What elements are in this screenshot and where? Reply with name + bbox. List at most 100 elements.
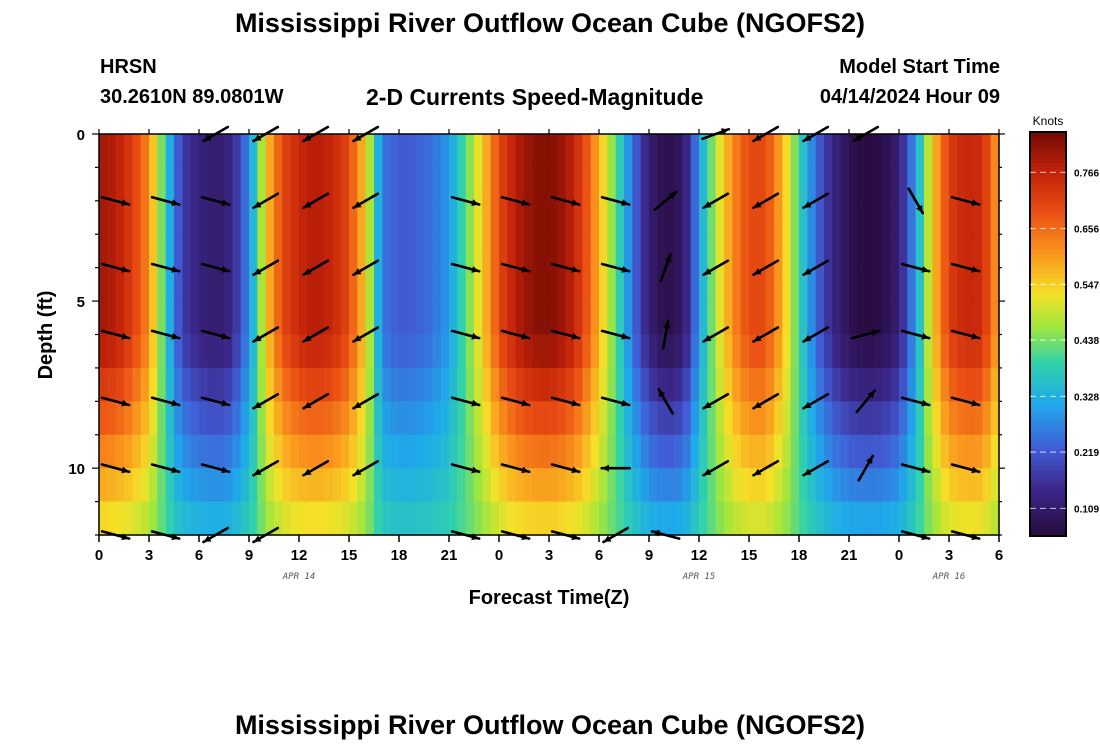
heatmap-cell	[515, 267, 525, 302]
heatmap-cell	[390, 200, 400, 235]
heatmap-cell	[540, 267, 550, 302]
heatmap-cell	[307, 434, 317, 469]
heatmap-cell	[582, 167, 592, 202]
colorbar-tick-label: 0.656	[1074, 225, 1099, 236]
heatmap-cell	[149, 468, 158, 503]
colorbar-segment	[1030, 135, 1066, 140]
heatmap-cell	[815, 267, 825, 302]
heatmap-cell	[874, 468, 883, 503]
heatmap-cell	[99, 334, 108, 369]
colorbar-segment	[1030, 404, 1066, 409]
heatmap-cell	[190, 367, 200, 402]
heatmap-cell	[699, 301, 708, 336]
heatmap-cell	[157, 134, 167, 169]
heatmap-cell	[115, 367, 125, 402]
heatmap-cell	[599, 401, 608, 436]
heatmap-cell	[690, 434, 700, 469]
heatmap-cell	[882, 134, 892, 169]
heatmap-cell	[865, 234, 875, 269]
heatmap-cell	[807, 267, 817, 302]
heatmap-cell	[724, 501, 733, 536]
heatmap-cell	[565, 167, 575, 202]
heatmap-cell	[165, 367, 175, 402]
heatmap-cell	[599, 501, 608, 536]
heatmap-cell	[465, 200, 475, 235]
current-vector	[100, 396, 131, 407]
colorbar-segment	[1030, 465, 1066, 470]
heatmap-cell	[707, 200, 717, 235]
heatmap-cell	[99, 167, 108, 202]
heatmap-cell	[449, 367, 458, 402]
heatmap-cell	[224, 434, 233, 469]
heatmap-cell	[215, 367, 225, 402]
colorbar-segment	[1030, 175, 1066, 180]
heatmap-cell	[399, 134, 408, 169]
heatmap-cell	[149, 234, 158, 269]
heatmap-cell	[399, 234, 408, 269]
heatmap-cell	[224, 234, 233, 269]
heatmap-cell	[899, 367, 908, 402]
heatmap-cell	[957, 167, 967, 202]
heatmap-cell	[549, 367, 558, 402]
colorbar-segment	[1030, 377, 1066, 382]
heatmap-cell	[740, 468, 750, 503]
colorbar-segment	[1030, 256, 1066, 261]
heatmap-cell	[524, 501, 533, 536]
heatmap-cell	[507, 200, 517, 235]
colorbar-segment	[1030, 502, 1066, 507]
heatmap-cell	[132, 200, 142, 235]
heatmap-cell	[215, 134, 225, 169]
heatmap-cell	[499, 167, 508, 202]
heatmap-cell	[799, 167, 808, 202]
current-vector	[702, 459, 730, 477]
current-vector	[302, 192, 330, 210]
heatmap-cell	[882, 167, 892, 202]
heatmap-cell	[507, 234, 517, 269]
heatmap-cell	[115, 134, 125, 169]
heatmap-cell	[790, 167, 800, 202]
heatmap-cell	[332, 367, 342, 402]
heatmap-cell	[640, 267, 650, 302]
heatmap-cell	[849, 401, 858, 436]
heatmap-cell	[657, 468, 667, 503]
heatmap-cell	[874, 134, 883, 169]
heatmap-cell	[99, 434, 108, 469]
heatmap-cell	[524, 434, 533, 469]
heatmap-cell	[374, 234, 383, 269]
heatmap-cell	[132, 367, 142, 402]
heatmap-cell	[915, 468, 925, 503]
colorbar-segment	[1030, 273, 1066, 278]
colorbar-segment	[1030, 317, 1066, 322]
colorbar-segment	[1030, 461, 1066, 466]
heatmap-cell	[415, 367, 425, 402]
heatmap-cell	[449, 434, 458, 469]
heatmap-cell	[382, 401, 392, 436]
heatmap-cell	[840, 301, 850, 336]
heatmap-cell	[990, 468, 1000, 503]
heatmap-cell	[932, 501, 942, 536]
heatmap-cell	[949, 334, 958, 369]
heatmap-cell	[782, 167, 792, 202]
heatmap-cell	[774, 434, 783, 469]
heatmap-cell	[149, 434, 158, 469]
heatmap-cell	[132, 167, 142, 202]
heatmap-cell	[607, 301, 617, 336]
heatmap-cell	[299, 367, 308, 402]
heatmap-cell	[557, 501, 567, 536]
heatmap-cell	[340, 200, 350, 235]
heatmap-cell	[232, 501, 242, 536]
heatmap-cell	[199, 434, 208, 469]
heatmap-cell	[990, 200, 1000, 235]
heatmap-cell	[340, 234, 350, 269]
current-vector	[150, 463, 181, 474]
heatmap-cell	[857, 301, 867, 336]
colorbar-segment	[1030, 384, 1066, 389]
heatmap-cell	[315, 234, 325, 269]
heatmap-cell	[240, 134, 250, 169]
heatmap-cell	[940, 501, 950, 536]
heatmap-cell	[149, 267, 158, 302]
x-tick-label: 3	[945, 547, 953, 564]
heatmap-cell	[974, 134, 983, 169]
heatmap-cell	[990, 334, 1000, 369]
heatmap-cell	[415, 234, 425, 269]
